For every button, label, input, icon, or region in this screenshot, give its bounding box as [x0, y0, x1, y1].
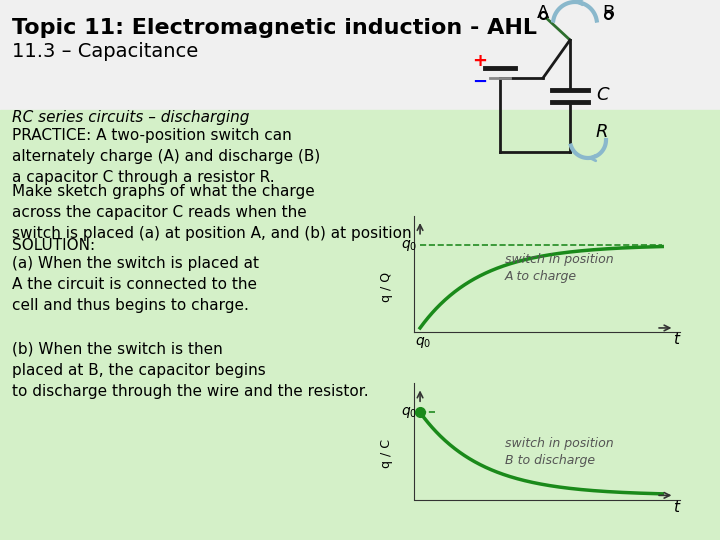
- Text: switch in position
A to charge: switch in position A to charge: [505, 253, 613, 284]
- Text: $q_0$: $q_0$: [401, 238, 417, 253]
- Text: RC series circuits – discharging: RC series circuits – discharging: [12, 110, 249, 125]
- Text: $q_0$: $q_0$: [415, 334, 431, 349]
- Text: +: +: [472, 52, 487, 70]
- Text: Make sketch graphs of what the charge
across the capacitor C reads when the
swit: Make sketch graphs of what the charge ac…: [12, 184, 432, 241]
- Text: q / Q: q / Q: [380, 272, 393, 301]
- Text: SOLUTION:: SOLUTION:: [12, 238, 95, 253]
- Text: $t$: $t$: [673, 331, 682, 347]
- Bar: [0, 0, 720, 110]
- Bar: [0, 110, 720, 540]
- Text: −: −: [472, 73, 487, 91]
- Text: A: A: [537, 4, 549, 22]
- Text: PRACTICE: A two-position switch can
alternately charge (A) and discharge (B)
a c: PRACTICE: A two-position switch can alte…: [12, 128, 320, 185]
- Text: q / C: q / C: [380, 440, 393, 468]
- Text: (a) When the switch is placed at
A the circuit is connected to the
cell and thus: (a) When the switch is placed at A the c…: [12, 256, 259, 313]
- Text: B: B: [602, 4, 614, 22]
- Text: Topic 11: Electromagnetic induction - AHL: Topic 11: Electromagnetic induction - AH…: [12, 18, 537, 38]
- Text: 11.3 – Capacitance: 11.3 – Capacitance: [12, 42, 198, 61]
- Text: C: C: [596, 86, 608, 104]
- Text: $t$: $t$: [673, 498, 682, 515]
- Text: $q_0$: $q_0$: [401, 405, 417, 420]
- Text: R: R: [596, 123, 608, 141]
- Text: (b) When the switch is then
placed at B, the capacitor begins
to discharge throu: (b) When the switch is then placed at B,…: [12, 342, 369, 399]
- Text: switch in position
B to discharge: switch in position B to discharge: [505, 437, 613, 467]
